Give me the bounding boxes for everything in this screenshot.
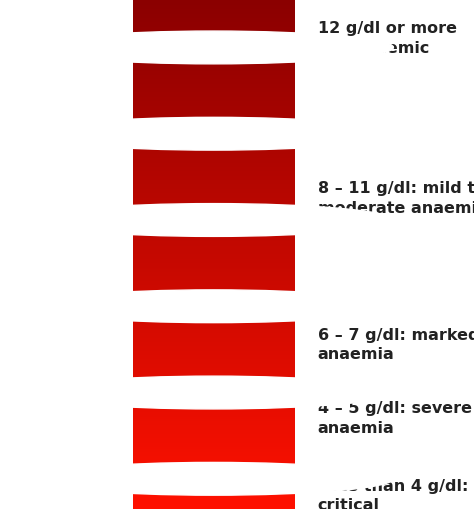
Text: 12 g/dl or more
not anaemic: 12 g/dl or more not anaemic	[318, 21, 456, 56]
Text: 4 – 5 g/dl: severe
anaemia: 4 – 5 g/dl: severe anaemia	[318, 401, 472, 436]
Circle shape	[33, 290, 393, 323]
Text: Less than 4 g/dl:
critical: Less than 4 g/dl: critical	[318, 478, 468, 509]
Text: 4: 4	[107, 470, 118, 488]
Text: 6: 6	[107, 384, 118, 402]
Text: 12: 12	[95, 125, 118, 143]
Text: 8 – 11 g/dl: mild to
moderate anaemia: 8 – 11 g/dl: mild to moderate anaemia	[318, 181, 474, 216]
Circle shape	[33, 118, 393, 150]
Circle shape	[33, 376, 393, 409]
Text: 6 – 7 g/dl: marked
anaemia: 6 – 7 g/dl: marked anaemia	[318, 328, 474, 362]
Text: 8: 8	[107, 297, 118, 315]
Text: 14: 14	[95, 39, 118, 56]
Circle shape	[33, 462, 393, 495]
Text: 10: 10	[95, 211, 118, 229]
Circle shape	[33, 31, 393, 64]
Circle shape	[33, 204, 393, 236]
